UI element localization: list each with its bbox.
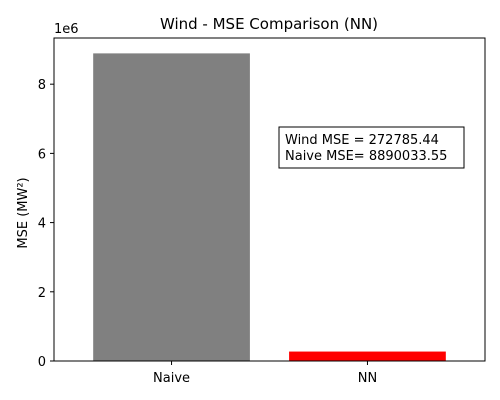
y-tick-label-2: 4 (38, 217, 46, 232)
annotation-frame (278, 126, 465, 169)
annotation-line-2: Naive MSE= 8890033.55 (285, 149, 447, 164)
y-offset-label: 1e6 (54, 22, 79, 37)
y-tick-label-0: 0 (38, 355, 46, 370)
plot-area: Naive NN 0 2 4 6 8 (38, 37, 486, 386)
y-tick-label-3: 6 (38, 147, 46, 162)
annotation-line-1: Wind MSE = 272785.44 (285, 133, 439, 148)
axes-frame (53, 37, 486, 362)
bar-naive (93, 53, 250, 361)
y-tick-label-1: 2 (38, 286, 46, 301)
y-axis-label: MSE (MW²) (16, 177, 31, 248)
chart-title: Wind - MSE Comparison (NN) (160, 15, 378, 33)
y-tick-label-4: 8 (38, 78, 46, 93)
x-tick-label-naive: Naive (153, 371, 190, 386)
bar-nn (289, 351, 446, 361)
annotation-box: Wind MSE = 272785.44 Naive MSE= 8890033.… (278, 126, 465, 169)
x-tick-label-nn: NN (358, 371, 377, 386)
